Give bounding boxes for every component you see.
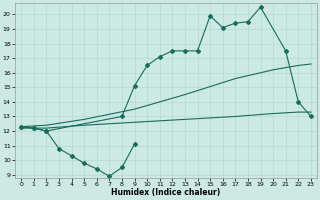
X-axis label: Humidex (Indice chaleur): Humidex (Indice chaleur) <box>111 188 221 197</box>
